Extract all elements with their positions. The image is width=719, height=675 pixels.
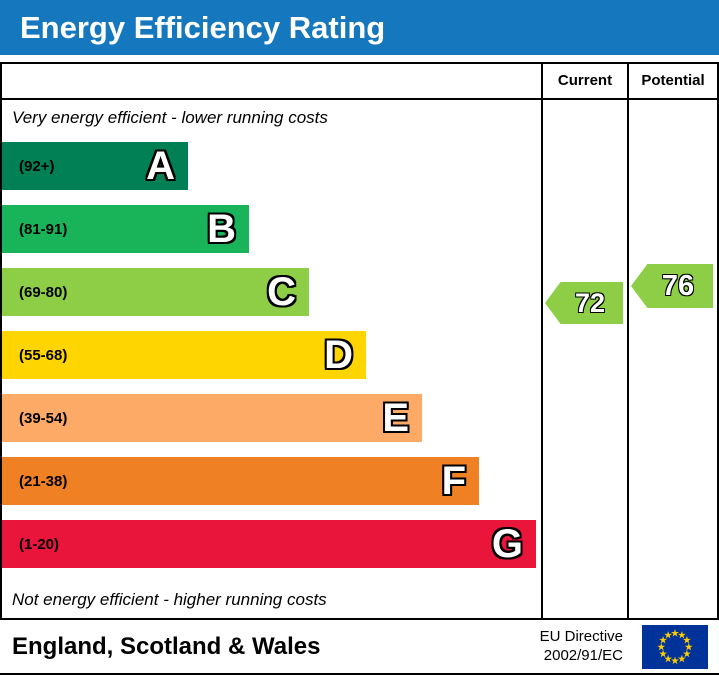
title-banner: Energy Efficiency Rating (0, 0, 719, 55)
band-list: (92+) A (81-91) B (69-80) C (2, 142, 541, 583)
eu-directive-line2: 2002/91/EC (543, 647, 623, 664)
band-d-row: (55-68) D (2, 331, 541, 394)
band-g-bar: (1-20) G (2, 520, 536, 568)
footer: England, Scotland & Wales EU Directive 2… (0, 620, 719, 675)
band-g-row: (1-20) G (2, 520, 541, 583)
band-c-range: (69-80) (19, 283, 68, 301)
eu-directive-line1: EU Directive (539, 628, 623, 645)
band-a-bar: (92+) A (2, 142, 188, 190)
bands-area: Very energy efficient - lower running co… (2, 100, 541, 618)
current-column-header: Current (557, 72, 613, 89)
band-f-range: (21-38) (19, 472, 68, 490)
current-rating-value: 72 (574, 287, 606, 318)
band-c-bar: (69-80) C (2, 268, 309, 316)
band-a-letter: A (146, 144, 175, 188)
band-a-range: (92+) (19, 157, 55, 175)
band-e-range: (39-54) (19, 409, 68, 427)
potential-column-divider (627, 64, 629, 618)
band-e-row: (39-54) E (2, 394, 541, 457)
band-e-bar: (39-54) E (2, 394, 422, 442)
bottom-note: Not energy efficient - higher running co… (12, 590, 327, 609)
band-b-row: (81-91) B (2, 205, 541, 268)
eu-flag-icon (642, 625, 708, 669)
top-note: Very energy efficient - lower running co… (12, 108, 328, 127)
band-d-letter: D (324, 333, 353, 377)
potential-column-header: Potential (641, 72, 705, 89)
band-f-row: (21-38) F (2, 457, 541, 520)
band-g-letter: G (491, 522, 523, 566)
column-headers: Current Potential (2, 64, 717, 100)
band-b-bar: (81-91) B (2, 205, 249, 253)
band-c-row: (69-80) C (2, 268, 541, 331)
band-g-range: (1-20) (19, 535, 60, 553)
band-d-bar: (55-68) D (2, 331, 366, 379)
rating-chart: Current Potential Very energy efficient … (0, 62, 719, 620)
potential-rating-arrow: 76 (631, 264, 713, 308)
band-e-letter: E (382, 396, 409, 440)
band-c-letter: C (267, 270, 296, 314)
band-b-range: (81-91) (19, 220, 68, 238)
band-f-bar: (21-38) F (2, 457, 479, 505)
current-column-divider (541, 64, 543, 618)
potential-rating-value: 76 (661, 269, 695, 302)
band-d-range: (55-68) (19, 346, 68, 364)
eu-directive-label: EU Directive 2002/91/EC (540, 627, 623, 665)
band-f-letter: F (441, 459, 466, 503)
current-rating-arrow: 72 (545, 282, 623, 324)
band-a-row: (92+) A (2, 142, 541, 205)
region-label: England, Scotland & Wales (12, 633, 321, 660)
band-b-letter: B (207, 207, 236, 251)
page-title: Energy Efficiency Rating (20, 9, 386, 45)
